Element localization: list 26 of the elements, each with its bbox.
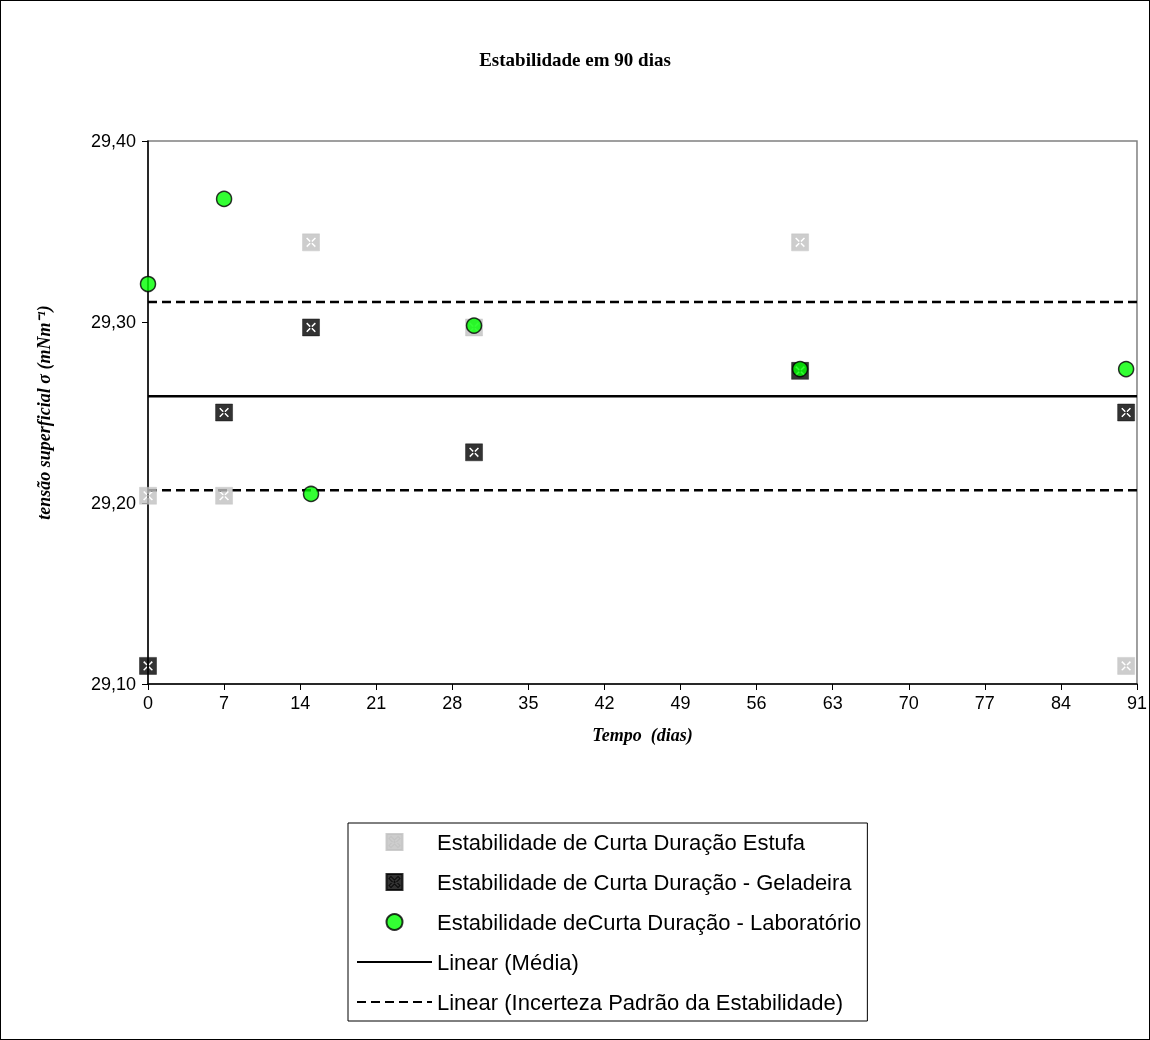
x-tick-label: 21 [366,693,387,713]
x-tick-label: 91 [1126,693,1147,713]
chart-title: Estabilidade em 90 dias [479,49,671,70]
legend-label: Estabilidade de Curta Duração Estufa [437,829,806,855]
legend-label: Estabilidade de Curta Duração - Geladeira [437,869,853,895]
x-tick-label: 84 [1050,693,1071,713]
x-tick-label: 56 [746,693,767,713]
y-tick-label: 29,10 [90,674,136,694]
x-tick-label: 49 [670,693,691,713]
y-tick-label: 29,20 [90,493,136,513]
x-tick-label: 7 [219,693,230,713]
y-tick-label: 29,30 [90,312,136,332]
x-tick-label: 14 [290,693,311,713]
x-tick-label: 63 [822,693,843,713]
legend-label: Estabilidade deCurta Duração - Laboratório [437,909,862,935]
x-tick-label: 35 [518,693,539,713]
x-tick-label: 42 [594,693,615,713]
x-tick-label: 70 [898,693,919,713]
legend-label: Linear (Incerteza Padrão da Estabilidade) [437,989,844,1015]
y-tick-label: 29,40 [90,131,136,151]
x-axis-title: Tempo (dias) [592,725,693,746]
y-axis-title: tensão superficial σ (mNm⁻¹) [34,305,55,520]
x-tick-label: 77 [974,693,995,713]
x-tick-label: 28 [442,693,463,713]
legend-label: Linear (Média) [437,949,579,975]
x-tick-label: 0 [142,693,154,713]
